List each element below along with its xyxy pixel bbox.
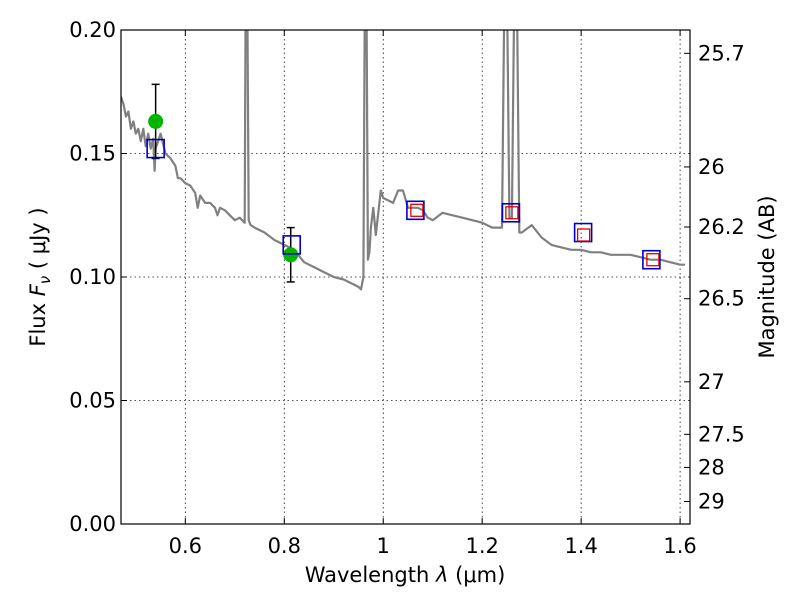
x-tick-label: 0.6 [169, 534, 202, 558]
predicted-square [410, 203, 424, 217]
y-tick-label: 0.05 [69, 389, 116, 413]
y2-axis-label: Magnitude (AB) [755, 195, 779, 358]
model-square [406, 200, 425, 221]
mag-tick-label: 29 [698, 489, 725, 513]
x-tick-label: 0.8 [268, 534, 301, 558]
grid [121, 30, 690, 524]
y-tick-label: 0.20 [69, 18, 116, 42]
x-tick-label: 1.2 [465, 534, 498, 558]
spectrum-layer [121, 30, 686, 291]
photometry-layer [146, 83, 661, 283]
spectrum-line [121, 30, 686, 291]
mag-tick-label: 26 [698, 155, 725, 179]
predicted-square [646, 253, 660, 267]
mag-tick-label: 27 [698, 370, 725, 394]
x-tick-label: 1.6 [663, 534, 696, 558]
mag-tick-label: 28 [698, 455, 725, 479]
y-tick-label: 0.10 [69, 265, 116, 289]
model-square [146, 138, 165, 159]
predicted-square [505, 206, 519, 220]
mag-tick-label: 25.7 [698, 41, 745, 65]
y-tick-label: 0.15 [69, 142, 116, 166]
model-square [282, 235, 302, 255]
mag-tick-label: 26.2 [698, 215, 745, 239]
x-axis-label: Wavelength λ (μm) [305, 563, 506, 587]
mag-tick-label: 26.5 [698, 287, 745, 311]
axis-ticks: 0.6 0.8 1 1.2 1.4 1.6 0.00 0.05 0.10 0.15 0.20 25.7… [69, 18, 745, 558]
y-tick-label: 0.00 [69, 512, 116, 536]
model-square [642, 249, 661, 270]
observed-point [148, 113, 164, 129]
mag-tick-label: 27.5 [698, 422, 745, 446]
model-square [501, 202, 521, 223]
observed-point [283, 247, 299, 263]
y-axis-label: Flux Fν ( μJy ) [26, 207, 54, 346]
x-tick-label: 1 [377, 534, 390, 558]
x-tick-label: 1.4 [564, 534, 597, 558]
predicted-square [576, 228, 591, 242]
